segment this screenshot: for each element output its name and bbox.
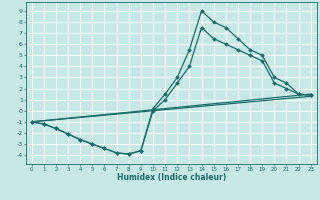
X-axis label: Humidex (Indice chaleur): Humidex (Indice chaleur) [116,173,226,182]
